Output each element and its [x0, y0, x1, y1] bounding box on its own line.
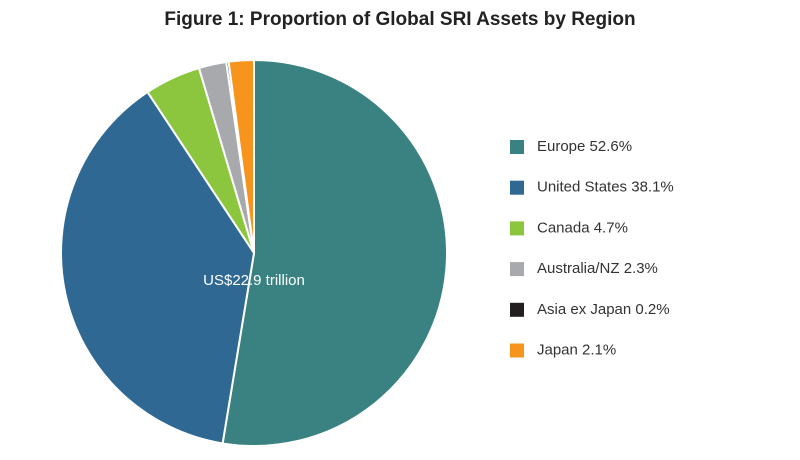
legend-value: 4.7%	[594, 219, 628, 236]
pie-slice	[60, 90, 256, 445]
legend-label: Japan 2.1%	[537, 341, 616, 358]
legend-value: 2.1%	[582, 341, 616, 358]
legend-name: Canada	[537, 219, 590, 236]
legend-value: 38.1%	[631, 179, 674, 196]
legend-value: 0.2%	[635, 301, 669, 318]
pie-slice	[227, 58, 255, 254]
center-annotation: US$22.9 trillion	[203, 272, 305, 289]
legend-label: Europe 52.6%	[537, 138, 632, 155]
legend-swatch	[510, 221, 524, 236]
legend-value: 52.6%	[590, 138, 633, 155]
legend-name: Australia/NZ	[537, 260, 620, 277]
legend-name: Asia ex Japan	[537, 301, 631, 318]
legend-swatch	[510, 262, 524, 277]
legend-label: Asia ex Japan 0.2%	[537, 301, 670, 318]
legend-value: 2.3%	[624, 260, 658, 277]
legend-name: Europe	[537, 138, 585, 155]
pie-slice	[221, 58, 448, 447]
chart-title: Figure 1: Proportion of Global SRI Asset…	[164, 9, 635, 30]
legend-swatch	[510, 180, 524, 195]
legend-name: United States	[537, 179, 627, 196]
legend-label: Canada 4.7%	[537, 219, 628, 236]
legend-label: Australia/NZ 2.3%	[537, 260, 658, 277]
legend-label: United States 38.1%	[537, 179, 674, 196]
legend-name: Japan	[537, 341, 578, 358]
legend-swatch	[510, 302, 524, 317]
legend-swatch	[510, 140, 524, 154]
legend-swatch	[510, 343, 524, 358]
